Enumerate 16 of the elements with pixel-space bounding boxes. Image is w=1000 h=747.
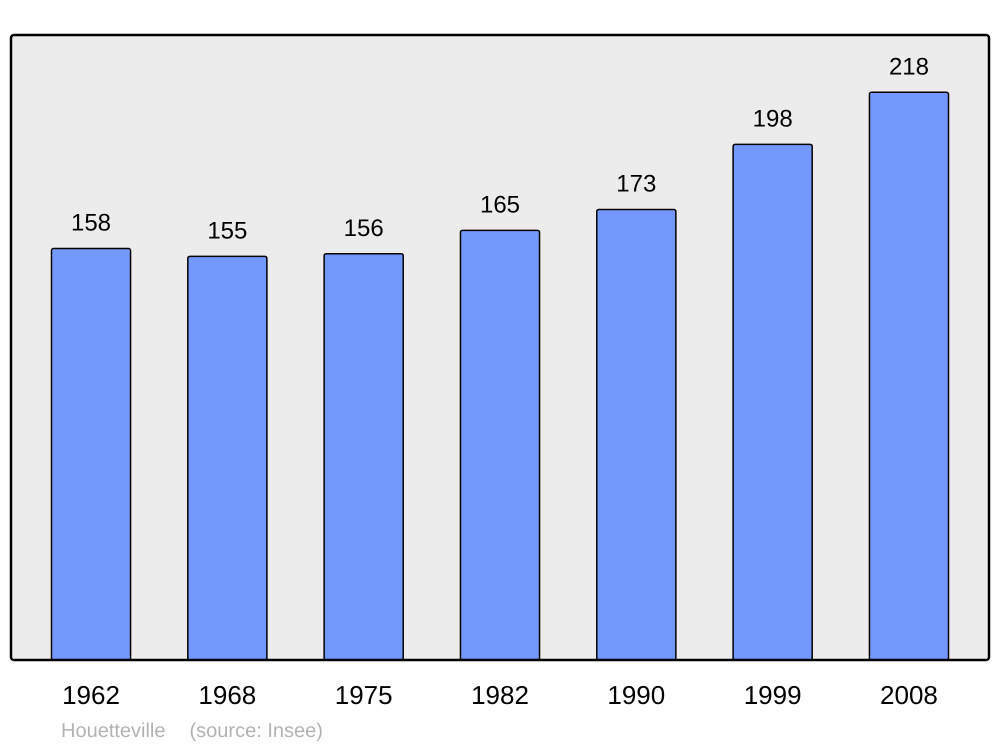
x-tick-label: 1982	[471, 680, 529, 710]
data-label: 218	[888, 53, 929, 80]
data-label: 198	[752, 105, 793, 132]
text: Houetteville	[61, 720, 166, 742]
x-tick-label: 1968	[198, 680, 256, 710]
x-tick-label: 1999	[744, 680, 802, 710]
x-tick-label: 1990	[607, 680, 666, 710]
data-label: 165	[480, 191, 520, 218]
x-tick-label: 1975	[334, 680, 393, 710]
data-label: 173	[616, 170, 656, 198]
text: (source: Insee)	[190, 720, 323, 742]
data-label: 155	[207, 217, 248, 244]
data-label: 158	[71, 210, 112, 237]
x-tick-label: 2008	[880, 680, 938, 710]
data-label: 156	[344, 214, 384, 242]
x-tick-label: 1962	[62, 680, 120, 710]
